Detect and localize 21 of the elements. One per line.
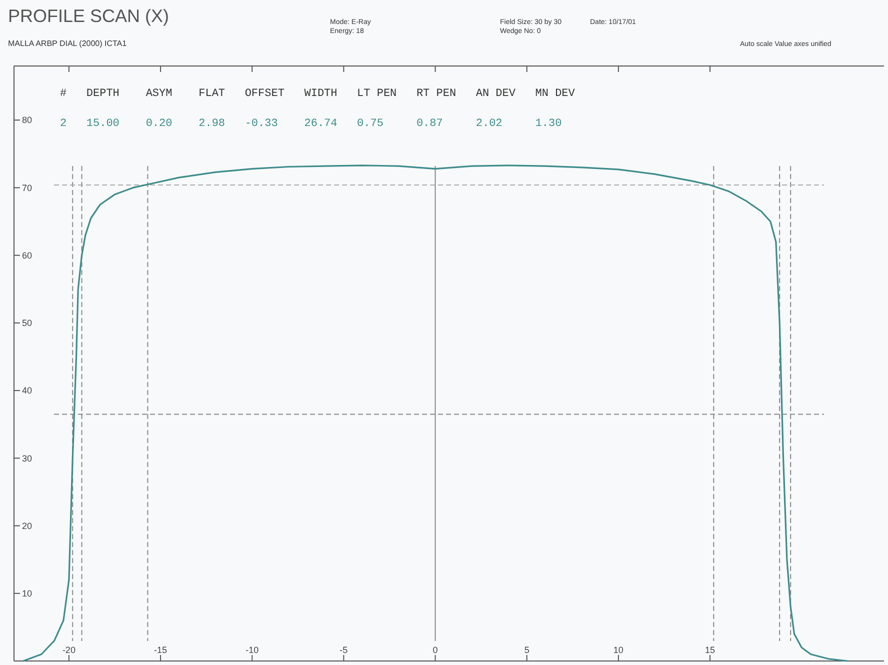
x-tick-label: 0 xyxy=(432,645,438,655)
x-tick-label: -15 xyxy=(154,645,168,655)
line-series xyxy=(22,164,848,662)
y-tick-label: 50 xyxy=(22,318,32,328)
x-tick-label: 15 xyxy=(704,645,716,655)
chart-subtitle: MALLA ARBP DIAL (2000) ICTA1 xyxy=(8,39,128,48)
y-tick-label: 10 xyxy=(22,588,32,599)
x-tick-label: 10 xyxy=(613,645,624,655)
x-tick-label: -5 xyxy=(340,645,348,655)
x-tick-label: 5 xyxy=(524,645,530,655)
y-tick-label: 40 xyxy=(22,386,32,396)
y-tick-label: 20 xyxy=(22,520,32,531)
annotation: 2 15.00 0.20 2.98 -0.33 26.74 0.75 0.87 2.02 1.30 xyxy=(60,118,562,130)
y-tick-label: 30 xyxy=(22,453,32,464)
y-tick-label: 80 xyxy=(22,115,32,126)
x-tick-label: -10 xyxy=(246,645,259,655)
annotation: # DEPTH ASYM FLAT OFFSET WIDTH LT PEN RT PEN AN DEV MN DEV xyxy=(60,88,576,100)
x-tick-label: -20 xyxy=(62,645,76,655)
y-tick-label: 70 xyxy=(22,182,32,193)
chart-title: PROFILE SCAN (X) xyxy=(8,6,170,26)
y-tick-label: 60 xyxy=(22,250,32,260)
